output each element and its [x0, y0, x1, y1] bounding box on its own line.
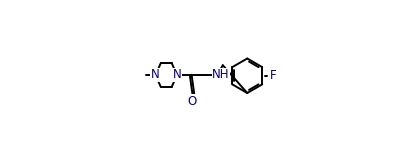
Text: N: N: [151, 69, 160, 81]
Text: O: O: [188, 95, 197, 108]
Text: F: F: [270, 69, 276, 82]
Text: N: N: [173, 69, 182, 81]
Text: NH: NH: [212, 69, 230, 81]
